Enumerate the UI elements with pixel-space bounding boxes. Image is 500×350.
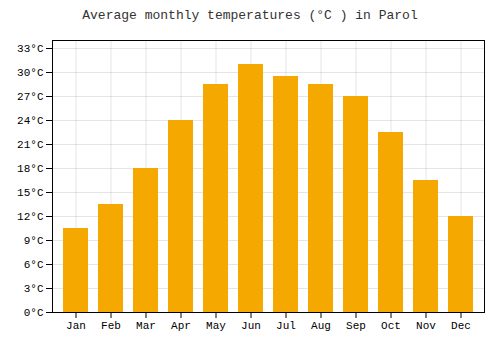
svg-text:Mar: Mar bbox=[136, 320, 156, 332]
svg-text:Jan: Jan bbox=[66, 320, 86, 332]
svg-text:Apr: Apr bbox=[171, 320, 191, 332]
svg-text:0°C: 0°C bbox=[24, 307, 44, 319]
svg-text:Dec: Dec bbox=[451, 320, 471, 332]
svg-text:Oct: Oct bbox=[381, 320, 401, 332]
svg-text:33°C: 33°C bbox=[17, 43, 44, 55]
svg-text:Aug: Aug bbox=[311, 320, 331, 332]
svg-text:9°C: 9°C bbox=[24, 235, 44, 247]
svg-text:21°C: 21°C bbox=[17, 139, 44, 151]
svg-text:Sep: Sep bbox=[346, 320, 366, 332]
svg-text:27°C: 27°C bbox=[17, 91, 44, 103]
svg-text:15°C: 15°C bbox=[17, 187, 44, 199]
svg-text:24°C: 24°C bbox=[17, 115, 44, 127]
svg-text:30°C: 30°C bbox=[17, 67, 44, 79]
svg-text:12°C: 12°C bbox=[17, 211, 44, 223]
svg-text:3°C: 3°C bbox=[24, 283, 44, 295]
svg-text:Nov: Nov bbox=[416, 320, 436, 332]
svg-text:Feb: Feb bbox=[101, 320, 121, 332]
svg-text:6°C: 6°C bbox=[24, 259, 44, 271]
svg-text:May: May bbox=[206, 320, 226, 332]
svg-text:18°C: 18°C bbox=[17, 163, 44, 175]
svg-text:Jul: Jul bbox=[276, 320, 296, 332]
html-text:Average monthly temperatures (: Average monthly temperatures (°C ) in Pa… bbox=[82, 8, 418, 23]
svg-text:Jun: Jun bbox=[241, 320, 261, 332]
